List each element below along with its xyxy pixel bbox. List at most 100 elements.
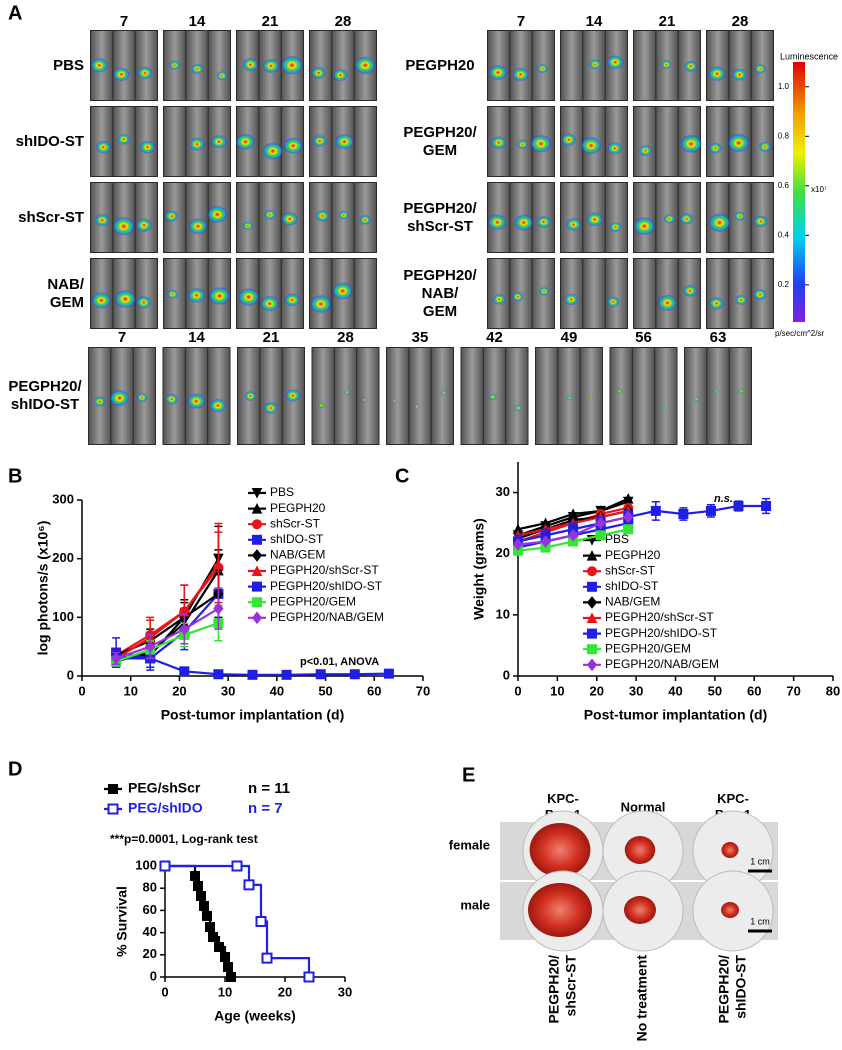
- y-tick-label: 200: [52, 550, 74, 565]
- luminescence-signal: [683, 285, 697, 297]
- luminescence-signal: [354, 56, 376, 75]
- day-label: 21: [262, 13, 279, 30]
- luminescence-signal: [281, 55, 303, 75]
- day-label: 42: [486, 329, 503, 346]
- mouse-image: [610, 348, 632, 444]
- marker: [303, 971, 315, 983]
- luminescence-signal: [753, 215, 768, 228]
- marker: [705, 505, 716, 516]
- row-label: PEGPH20/NAB/GEM: [403, 267, 477, 320]
- marker: [110, 652, 122, 665]
- luminescence-signal: [512, 67, 529, 82]
- y-tick-label: 10: [496, 606, 510, 621]
- luminescence-signal: [109, 389, 130, 407]
- marker: [255, 916, 267, 927]
- day-label: 49: [561, 329, 578, 346]
- row-label: PEGPH20/shIDO-ST: [8, 378, 82, 413]
- y-tick-label: 20: [143, 946, 157, 961]
- x-axis-title: Post-tumor implantation (d): [161, 707, 345, 723]
- luminescence-signal: [359, 215, 371, 225]
- luminescence-signal: [738, 388, 745, 394]
- luminescence-signal: [586, 212, 603, 227]
- luminescence-signal: [657, 294, 677, 312]
- mouse-image: [561, 31, 583, 100]
- x-tick-label: 0: [161, 984, 168, 999]
- luminescence-signal: [344, 390, 350, 395]
- y-tick-label: 40: [143, 924, 157, 939]
- y-tick-label: 300: [52, 491, 74, 506]
- luminescence-signal: [489, 65, 507, 81]
- x-tick-label: 70: [416, 683, 430, 698]
- luminescence-signal: [139, 140, 155, 154]
- marker: [733, 501, 744, 512]
- legend-label: PEG/shIDO: [128, 800, 203, 816]
- y-tick-label: 60: [143, 902, 157, 917]
- legend-marker: [587, 566, 597, 577]
- luminescence-signal: [607, 142, 622, 155]
- marker: [623, 524, 634, 535]
- luminescence-signal: [91, 292, 111, 309]
- x-tick-label: 10: [123, 683, 137, 698]
- y-tick-label: 80: [143, 880, 157, 895]
- legend-label: PEGPH20/NAB/GEM: [270, 610, 384, 624]
- marker: [247, 669, 258, 680]
- marker: [678, 508, 689, 519]
- luminescence-signal: [333, 69, 348, 82]
- luminescence-signal: [189, 137, 205, 151]
- luminescence-signal: [238, 288, 260, 306]
- luminescence-signal: [758, 141, 771, 152]
- luminescence-signal: [441, 390, 447, 396]
- luminescence-signal: [514, 404, 522, 412]
- legend-marker: [107, 803, 119, 815]
- mouse-image: [634, 31, 656, 100]
- x-tick-label: 30: [221, 683, 235, 698]
- panel-letter: E: [462, 764, 475, 786]
- day-label: 14: [189, 13, 206, 30]
- marker: [261, 952, 273, 964]
- y-tick-label: 100: [135, 857, 157, 872]
- colorbar-tick-label: 1.0: [778, 82, 790, 91]
- luminescence-signal: [332, 282, 353, 300]
- luminescence-signal: [216, 71, 228, 81]
- legend-label: PEGPH20/shIDO-ST: [605, 626, 718, 640]
- annotation: p<0.01, ANOVA: [300, 656, 379, 668]
- y-tick-label: 20: [496, 545, 510, 560]
- marker: [208, 932, 218, 943]
- mouse-image: [431, 348, 453, 444]
- luminescence-signal: [663, 214, 675, 224]
- luminescence-signal: [136, 296, 151, 309]
- colorbar-tick-label: 0.2: [778, 280, 790, 289]
- legend-marker: [251, 549, 263, 562]
- mouse-image: [510, 31, 532, 100]
- mouse-image: [135, 183, 157, 252]
- mouse-image: [259, 259, 281, 328]
- marker: [190, 870, 200, 881]
- mouse-image: [387, 348, 409, 444]
- mouse-image: [561, 183, 583, 252]
- mouse-image: [634, 107, 656, 176]
- luminescence-signal: [392, 399, 397, 403]
- marker: [213, 602, 224, 615]
- mouse-image: [707, 348, 729, 444]
- mouse-image: [561, 259, 583, 328]
- legend-label: PEGPH20/GEM: [270, 594, 356, 608]
- legend-marker: [108, 784, 118, 794]
- y-tick-label: 0: [150, 968, 157, 983]
- marker: [145, 640, 156, 653]
- day-label: 63: [710, 329, 727, 346]
- x-tick-label: 40: [668, 683, 682, 698]
- marker: [761, 501, 772, 512]
- mouse-image: [506, 348, 528, 444]
- marker: [595, 530, 606, 541]
- luminescence-signal: [165, 210, 179, 222]
- x-tick-label: 60: [747, 683, 761, 698]
- y-tick-label: 100: [52, 609, 74, 624]
- legend-label: PEGPH20/shScr-ST: [270, 563, 379, 577]
- luminescence-signal: [530, 134, 552, 153]
- mouse-image: [89, 348, 111, 444]
- legend-marker: [587, 581, 597, 592]
- treatment-label: PEGPH20/shIDO-ST: [715, 955, 748, 1024]
- row-label: NAB/GEM: [47, 276, 84, 311]
- luminescence-signal: [263, 402, 278, 414]
